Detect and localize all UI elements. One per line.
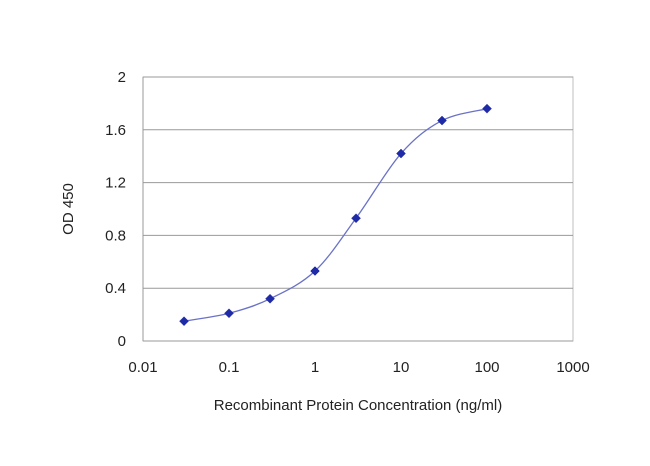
data-point	[482, 103, 492, 114]
y-tick-label: 1.2	[105, 175, 126, 192]
data-point	[310, 266, 320, 276]
data-point	[265, 293, 275, 304]
y-axis-title: OD 450	[60, 183, 77, 235]
x-tick-label: 10	[393, 359, 410, 376]
data-point	[179, 316, 189, 327]
x-tick-label: 0.1	[219, 359, 240, 376]
x-tick-label: 0.01	[128, 359, 157, 376]
data-point	[437, 115, 447, 126]
data-point	[396, 148, 406, 159]
x-tick-label: 1	[311, 359, 319, 376]
plot-area	[142, 76, 574, 342]
y-tick-label: 0.4	[105, 280, 126, 297]
y-tick-label: 2	[118, 69, 126, 86]
data-point	[351, 213, 361, 224]
data-point	[224, 308, 234, 319]
y-tick-labels: 0 0.4 0.8 1.2 1.6 2	[105, 69, 126, 350]
x-axis-title: Recombinant Protein Concentration (ng/ml…	[214, 397, 502, 414]
fitted-curve	[183, 108, 488, 322]
y-tick-label: 0	[118, 333, 126, 350]
y-tick-label: 1.6	[105, 122, 126, 139]
x-tick-labels: 0.01 0.1 1 10 100 1000	[128, 359, 589, 376]
y-tick-label: 0.8	[105, 227, 126, 244]
x-tick-label: 100	[474, 359, 499, 376]
x-tick-label: 1000	[556, 359, 589, 376]
data-points	[179, 103, 492, 327]
grid-lines	[143, 76, 573, 289]
